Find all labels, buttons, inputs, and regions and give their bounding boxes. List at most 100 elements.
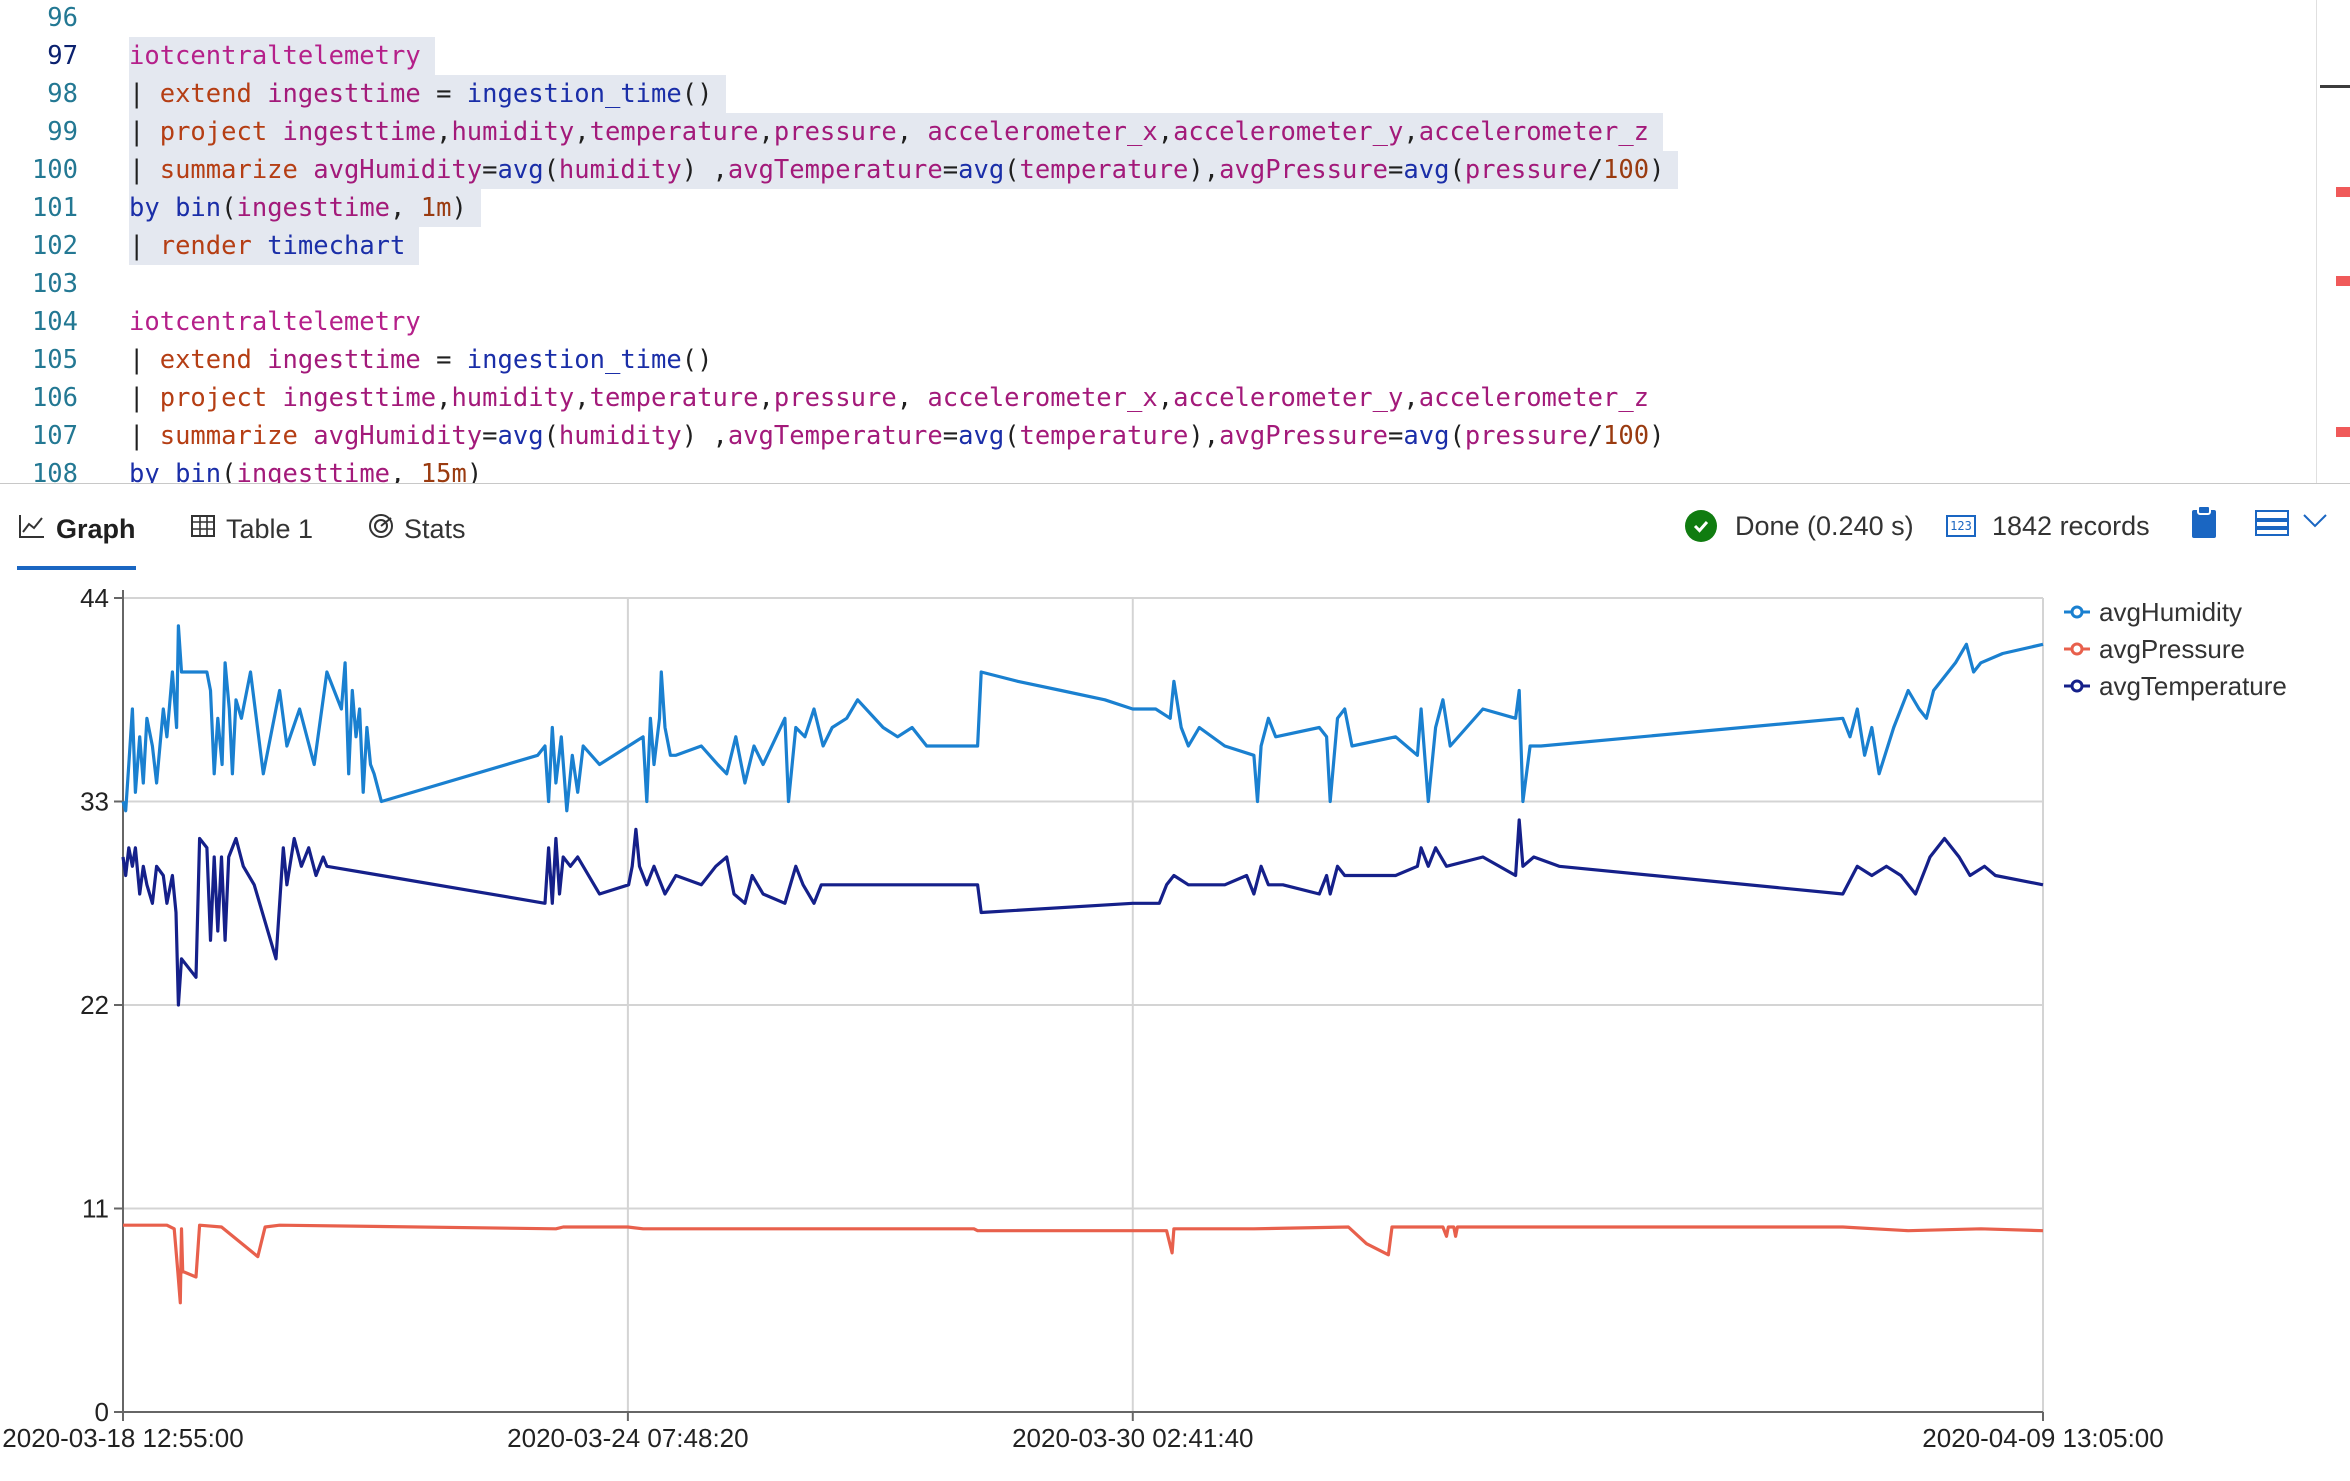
tab-graph-label: Graph [56,513,136,544]
chart-legend[interactable]: avgHumidity avgPressure avgTemperature [2064,597,2287,701]
legend-label: avgHumidity [2099,597,2242,627]
code-line[interactable]: 100 | summarize avgHumidity=avg(humidity)… [0,151,2300,189]
code-line[interactable]: 96 [0,0,2300,37]
code-text[interactable]: by bin(ingesttime, 1m) [129,189,481,227]
overview-ruler-marker[interactable] [2336,276,2350,286]
code-line[interactable]: 108 by bin(ingesttime, 15m) [0,455,2300,483]
code-text[interactable]: | summarize avgHumidity=avg(humidity) ,a… [129,417,1678,455]
code-token: pressure [773,383,897,413]
code-line[interactable]: 99 | project ingesttime,humidity,temperat… [0,113,2300,151]
query-editor[interactable]: 96 97 iotcentraltelemetry 98 | extend ingest… [0,0,2350,483]
tab-graph[interactable]: Graph [18,508,136,550]
stats-target-icon [368,513,394,546]
code-token: extend [159,345,252,375]
code-token: ingestion_time [466,79,682,109]
code-token: = [942,421,959,451]
code-text[interactable]: | extend ingesttime = ingestion_time() [129,75,727,113]
code-text[interactable]: iotcentraltelemetry [129,37,435,75]
line-number: 96 [47,3,78,33]
code-text[interactable]: | render timechart [129,227,420,265]
series-line-avgPressure[interactable] [123,1223,2044,1305]
line-number: 107 [31,421,78,451]
code-text[interactable]: by bin(ingesttime, 15m) [129,455,496,483]
editor-results-splitter[interactable] [0,483,2350,484]
code-token: , [758,383,774,413]
overview-ruler-marker[interactable] [2336,187,2350,197]
tab-table[interactable]: Table 1 [190,508,313,550]
code-token: = [1388,155,1404,185]
code-token: , [1403,383,1419,413]
code-token: accelerometer_z [1418,117,1650,147]
check-circle-icon [1685,510,1717,542]
code-text[interactable]: | project ingesttime,humidity,temperatur… [129,379,1663,417]
code-token: ), [1188,421,1220,451]
code-token: | [129,383,160,413]
code-line[interactable]: 107 | summarize avgHumidity=avg(humidity)… [0,417,2300,455]
code-line[interactable]: 105 | extend ingesttime = ingestion_time(… [0,341,2300,379]
code-token: pressure [1464,155,1588,185]
code-token: ( [1004,155,1020,185]
code-token: 1m [420,193,452,223]
code-token: accelerometer_y [1173,117,1404,147]
legend-item-avgHumidity[interactable]: avgHumidity [2064,597,2242,627]
x-tick-label: 2020-03-18 12:55:00 [2,1423,243,1453]
code-text[interactable]: iotcentraltelemetry [129,303,435,341]
code-token: 100 [1603,421,1650,451]
chevron-down-icon[interactable] [2302,512,2328,535]
line-number: 99 [47,117,78,147]
code-token: ), [1188,155,1220,185]
code-text[interactable]: | project ingesttime,humidity,temperatur… [129,113,1664,151]
legend-item-avgTemperature[interactable]: avgTemperature [2064,671,2287,701]
tab-stats-label: Stats [404,513,466,544]
code-text[interactable]: | extend ingesttime = ingestion_time() [129,341,726,379]
code-token: ) , [681,155,728,185]
code-token: pressure [773,117,897,147]
code-token: = [420,345,467,375]
code-token: ( [543,421,559,451]
y-tick-label: 44 [80,583,109,613]
chart-series[interactable] [121,624,2044,1305]
code-token: summarize [159,155,298,185]
code-line[interactable]: 106 | project ingesttime,humidity,tempera… [0,379,2300,417]
code-token [160,193,175,223]
legend-label: avgTemperature [2099,671,2287,701]
code-line[interactable]: 103 [0,265,2300,303]
layout-toggle-icon[interactable] [2255,510,2289,541]
legend-marker [2070,679,2084,693]
code-token: ingesttime [282,117,437,147]
series-line-avgTemperature[interactable] [121,818,2044,1007]
code-token: ( [221,193,237,223]
code-token: ) [451,193,467,223]
code-token: avgHumidity [313,421,483,451]
code-token: bin [175,193,222,223]
code-line[interactable]: 101 by bin(ingesttime, 1m) [0,189,2300,227]
series-line-avgHumidity[interactable] [121,624,2044,813]
code-token: , [1403,117,1419,147]
code-token: avgHumidity [313,155,483,185]
code-token: , [896,383,928,413]
code-line[interactable]: 97 iotcentraltelemetry [0,37,2300,75]
tab-stats[interactable]: Stats [368,508,466,550]
code-line[interactable]: 102 | render timechart [0,227,2300,265]
overview-ruler-marker[interactable] [2336,427,2350,437]
code-line[interactable]: 98 | extend ingesttime = ingestion_time() [0,75,2300,113]
code-token: avg [958,155,1005,185]
code-token: avgPressure [1219,155,1389,185]
code-text[interactable]: | summarize avgHumidity=avg(humidity) ,a… [129,151,1679,189]
code-token: accelerometer_x [927,117,1158,147]
code-token: , [390,459,421,483]
code-token: | [129,79,160,109]
code-token: project [159,383,268,413]
code-line[interactable]: 104 iotcentraltelemetry [0,303,2300,341]
code-token: accelerometer_y [1173,383,1404,413]
code-token: ) , [681,421,728,451]
code-token: by [129,459,160,483]
overview-ruler[interactable] [2316,0,2350,483]
legend-item-avgPressure[interactable]: avgPressure [2064,634,2245,664]
code-token: avg [1403,155,1450,185]
clipboard-icon[interactable] [2190,505,2218,544]
code-token: ( [1449,155,1465,185]
record-count-text: 1842 records [1992,510,2150,541]
